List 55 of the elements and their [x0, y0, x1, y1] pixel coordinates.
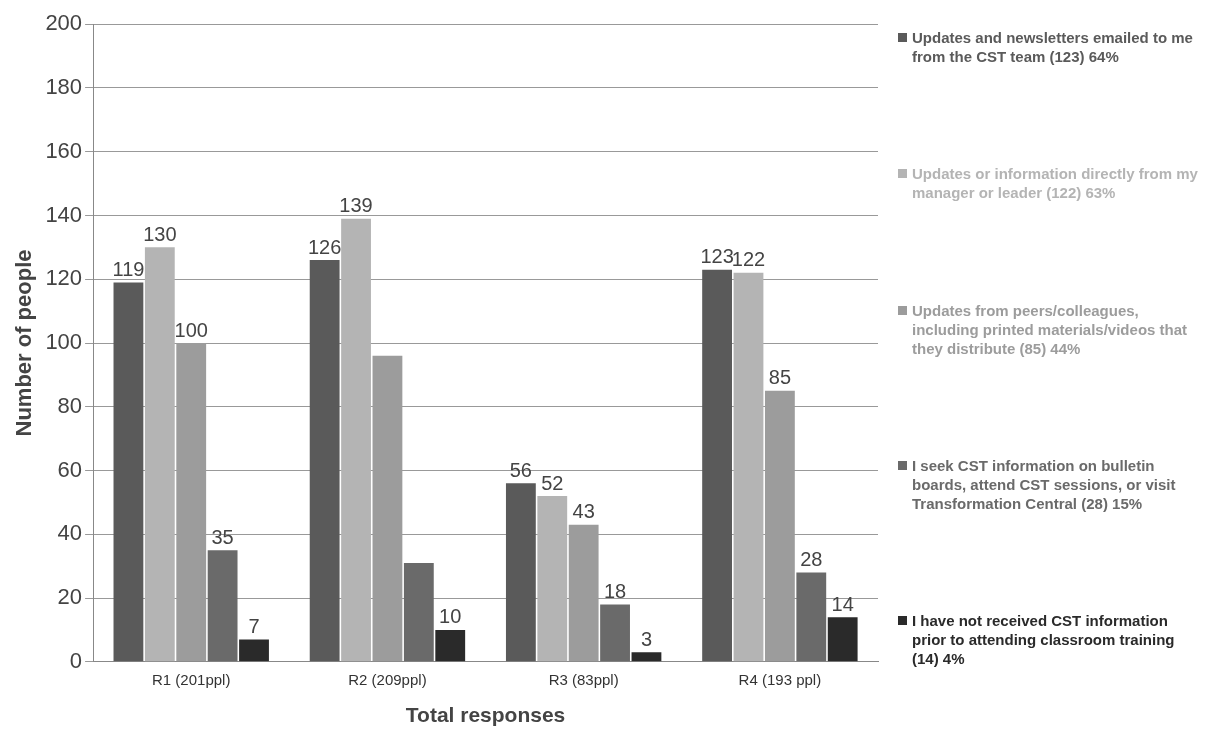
x-axis-title: Total responses [405, 703, 566, 727]
x-tick-label: R1 (201ppl) [152, 670, 231, 688]
y-tick-label: 120 [45, 265, 83, 291]
bar [341, 218, 371, 662]
y-tick-label: 80 [57, 392, 83, 418]
bar [827, 617, 858, 662]
data-label: 130 [143, 222, 177, 245]
data-label: 3 [640, 627, 653, 650]
y-tick-label: 0 [69, 647, 83, 673]
bar [309, 260, 340, 662]
data-label: 119 [112, 257, 145, 280]
data-label: 56 [509, 458, 532, 481]
bar [435, 629, 466, 662]
legend-label: Updates from peers/colleagues, including printed materials/videos that they distribute (85) 44% [912, 300, 1189, 358]
y-axis-title: Number of people [11, 249, 37, 437]
legend-label: I seek CST information on bulletin boards, attend CST sessions, or visit Transformation Central (28) 15% [912, 455, 1177, 513]
y-tick-label: 140 [45, 201, 83, 227]
legend-label: Updates and newsletters emailed to me from the CST team (123) 64% [912, 28, 1194, 66]
data-label: 18 [603, 579, 627, 602]
legend-label: Updates or information directly from my manager or leader (122) 63% [912, 164, 1198, 203]
data-label: 35 [211, 525, 234, 548]
bar [403, 562, 434, 662]
y-tick-label: 160 [45, 137, 83, 163]
y-tick-label: 40 [57, 520, 83, 546]
y-tick-label: 180 [45, 74, 83, 100]
bar [702, 269, 733, 662]
bar [537, 496, 568, 662]
x-tick-label: R3 (83ppl) [548, 670, 619, 688]
bar [631, 652, 662, 662]
bar [733, 272, 764, 662]
data-label: 139 [339, 194, 373, 217]
x-tick-label: R2 (209ppl) [348, 670, 427, 688]
data-label: 126 [307, 235, 342, 258]
bar [144, 247, 175, 662]
bar [796, 572, 827, 662]
data-label: 85 [768, 366, 792, 389]
bar [505, 483, 536, 662]
data-label: 123 [700, 245, 734, 268]
bar [600, 604, 630, 662]
legend-label: I have not received CST information prior to attending classroom training (14) 4% [912, 611, 1176, 668]
bar [207, 550, 238, 662]
x-tick-label: R4 (193 ppl) [738, 670, 822, 688]
data-label: 10 [439, 605, 462, 628]
data-label: 52 [541, 471, 564, 494]
y-tick-label: 100 [45, 329, 83, 355]
y-tick-label: 20 [57, 584, 83, 610]
data-label: 14 [831, 592, 854, 615]
data-label: 28 [800, 548, 823, 571]
data-label: 100 [174, 318, 208, 341]
y-tick-label: 60 [57, 456, 83, 482]
data-label: 7 [248, 615, 260, 637]
data-label: 43 [572, 500, 595, 523]
bar [239, 639, 269, 662]
bar [113, 282, 144, 662]
y-tick-label: 200 [45, 10, 83, 36]
